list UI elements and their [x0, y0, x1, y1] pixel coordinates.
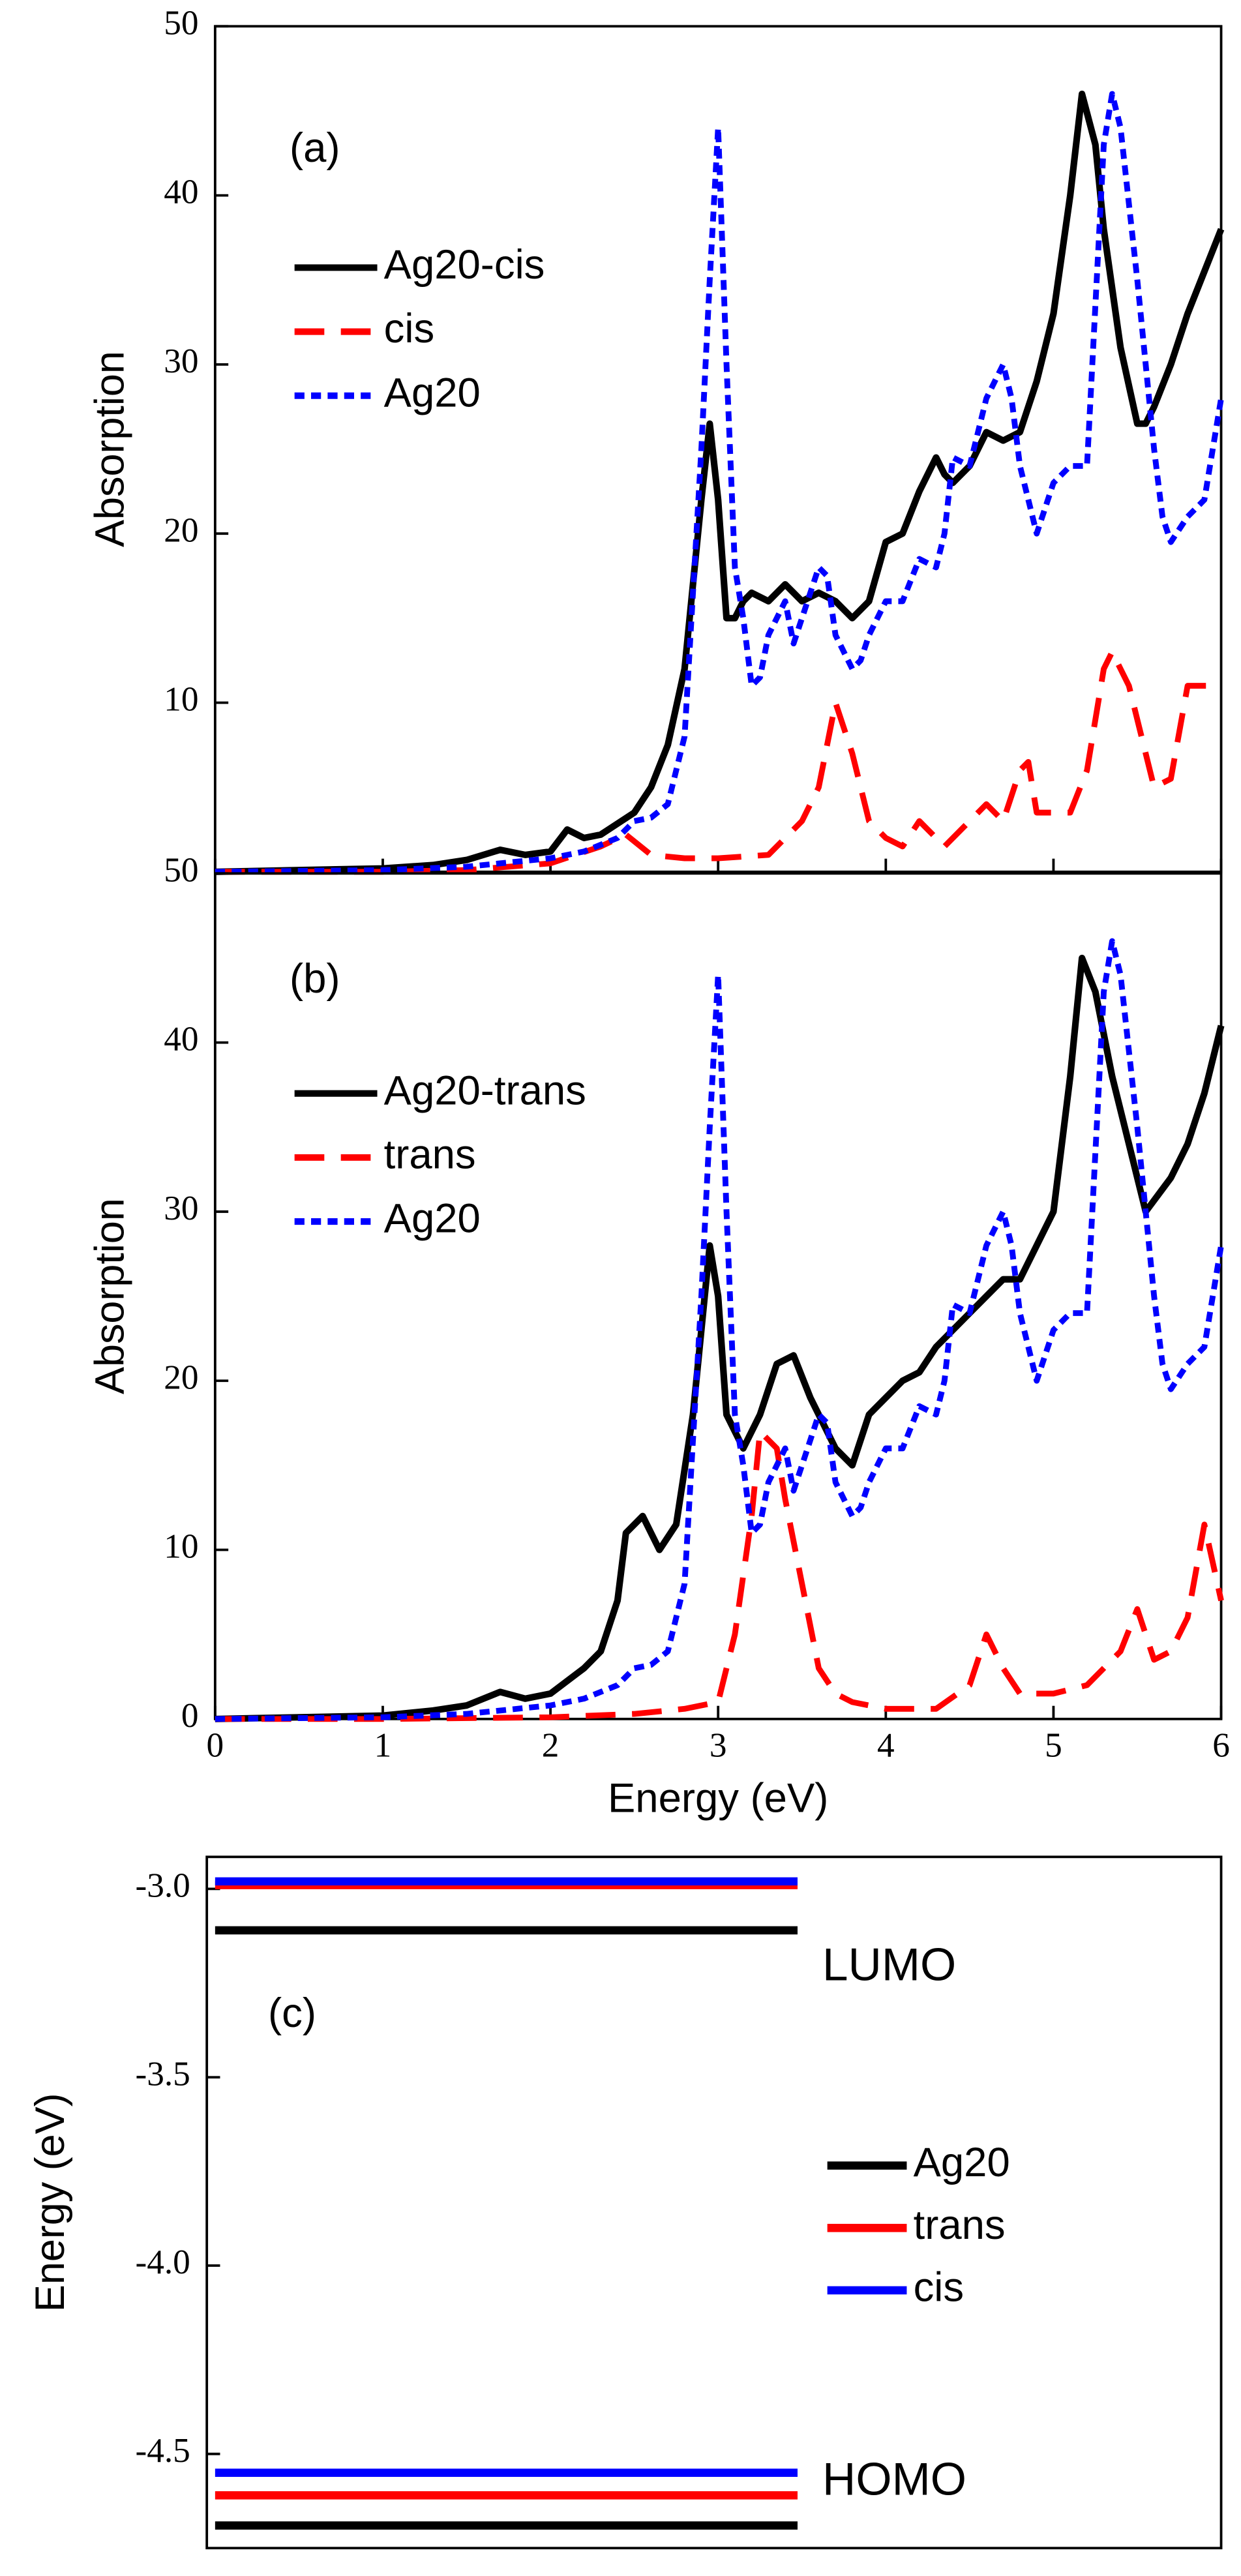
legend-label: Ag20 [384, 1196, 481, 1242]
level-label: LUMO [822, 1939, 956, 1990]
series-line [215, 1428, 1224, 1722]
x-tick-label: 1 [374, 1726, 392, 1764]
level-label: HOMO [822, 2453, 966, 2505]
y-tick-label: 40 [164, 173, 198, 211]
x-tick-label: 6 [1212, 1726, 1230, 1764]
x-tick-label: 3 [710, 1726, 727, 1764]
y-axis-label: Energy (eV) [27, 2093, 73, 2312]
legend-label: cis [914, 2265, 964, 2311]
x-tick-label: 2 [542, 1726, 560, 1764]
y-tick-label: -3.5 [135, 2056, 190, 2093]
y-tick-label: 10 [164, 681, 198, 719]
y-tick-label: 30 [164, 1190, 198, 1227]
y-tick-label: 30 [164, 342, 198, 380]
legend-label: trans [914, 2202, 1006, 2248]
legend-label: Ag20-trans [384, 1068, 586, 1114]
y-tick-label: -3.0 [135, 1867, 190, 1905]
legend-label: Ag20 [384, 370, 481, 416]
y-tick-label: 40 [164, 1021, 198, 1058]
legend-label: Ag20 [914, 2140, 1010, 2185]
panel-label: (b) [290, 956, 340, 1002]
series-line [215, 649, 1221, 875]
y-axis-label: Absorption [87, 1198, 132, 1394]
plot-frame [205, 1855, 1223, 2550]
y-tick-label: 20 [164, 1359, 198, 1397]
y-tick-label: 20 [164, 512, 198, 550]
legend-label: trans [384, 1132, 476, 1178]
series-line [215, 90, 1225, 875]
x-tick-label: 0 [207, 1726, 224, 1764]
y-tick-label: -4.5 [135, 2432, 190, 2470]
x-tick-label: 5 [1045, 1726, 1062, 1764]
series-line [215, 938, 1224, 1722]
y-tick-label: -4.0 [135, 2243, 190, 2281]
y-axis-label: Absorption [87, 351, 132, 547]
y-tick-label: 50 [164, 852, 198, 890]
legend-label: Ag20-cis [384, 242, 545, 288]
series-line [215, 91, 1224, 875]
legend-label: cis [384, 306, 435, 352]
series-line [215, 954, 1225, 1722]
panel-label: (a) [290, 125, 340, 171]
x-tick-label: 4 [877, 1726, 895, 1764]
y-tick-label: 50 [164, 5, 198, 42]
x-axis-label: Energy (eV) [608, 1776, 828, 1821]
panel-label: (c) [268, 1990, 316, 2036]
y-tick-label: 10 [164, 1528, 198, 1566]
y-tick-label: 0 [181, 1697, 199, 1735]
